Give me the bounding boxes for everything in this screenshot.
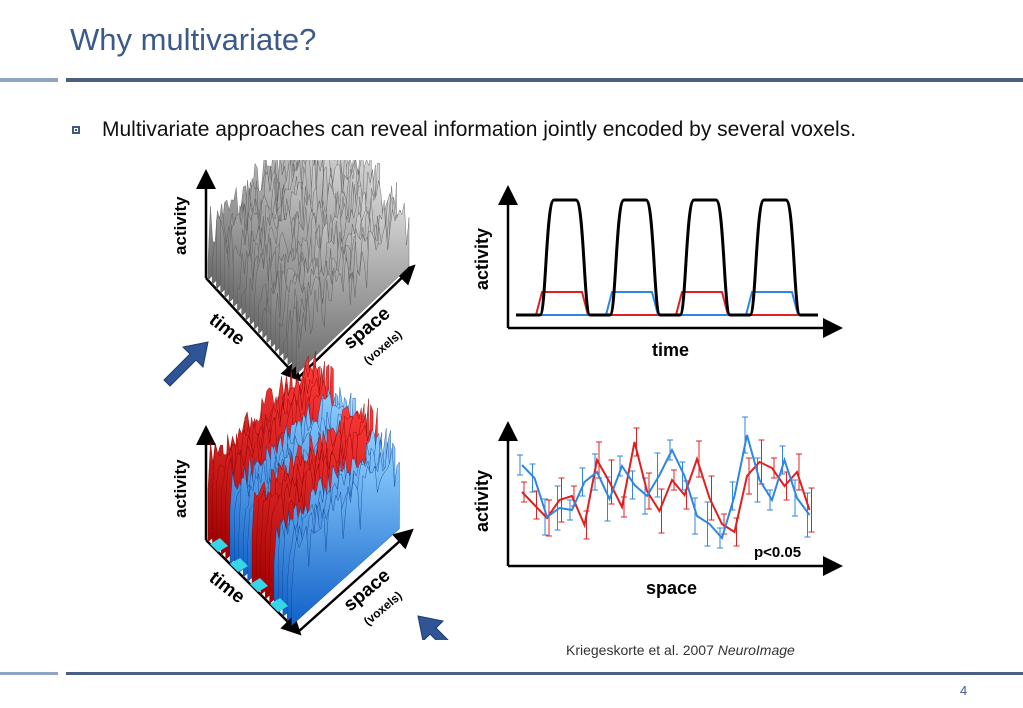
arrow-icon <box>163 341 209 387</box>
citation-authors: Kriegeskorte et al. 2007 <box>566 642 718 658</box>
br-pvalue-label: p<0.05 <box>754 544 801 561</box>
slide-title: Why multivariate? <box>70 22 317 57</box>
panel-bottom-left: activity time space (voxels) <box>171 351 414 636</box>
tl-y-label: activity <box>171 196 190 255</box>
tl-time-axis <box>205 277 302 382</box>
square-bullet-icon <box>72 126 80 134</box>
citation-journal: NeuroImage <box>717 642 795 658</box>
bl-redblue-surface <box>207 351 400 627</box>
arrow-icon <box>417 615 449 640</box>
bullet-item: Multivariate approaches can reveal infor… <box>72 118 856 142</box>
title-rule-left <box>0 78 58 82</box>
bullet-text: Multivariate approaches can reveal infor… <box>102 118 857 141</box>
bl-space-axis <box>297 528 414 633</box>
br-x-label: space <box>646 578 697 598</box>
tl-gray-surface <box>207 160 410 375</box>
bl-time-label: time <box>205 567 249 608</box>
tl-space-axis <box>297 264 416 379</box>
tr-blue-timecourse <box>516 291 818 316</box>
br-y-label: activity <box>472 470 492 532</box>
bl-y-label: activity <box>171 459 190 518</box>
br-red-pattern <box>521 441 811 534</box>
citation: Kriegeskorte et al. 2007 NeuroImage <box>566 642 795 658</box>
tr-x-label: time <box>652 340 689 360</box>
figure-svg: activity time space (voxels) activity ti… <box>163 160 843 640</box>
br-blue-pattern <box>521 434 811 541</box>
footer-rule-left <box>0 672 58 675</box>
title-rule <box>66 78 1023 82</box>
panel-top-left: activity time space (voxels) <box>171 160 416 382</box>
panel-bottom-right: activity space p<0.05 <box>472 416 843 598</box>
tr-black-timecourse <box>516 198 818 317</box>
footer-rule <box>66 672 1023 675</box>
panel-top-right: activity time <box>472 185 843 360</box>
page-number: 4 <box>960 683 968 698</box>
tr-red-timecourse <box>516 291 818 316</box>
br-error-bars <box>517 416 815 549</box>
figure: activity time space (voxels) activity ti… <box>150 160 850 640</box>
tr-y-label: activity <box>472 228 492 290</box>
